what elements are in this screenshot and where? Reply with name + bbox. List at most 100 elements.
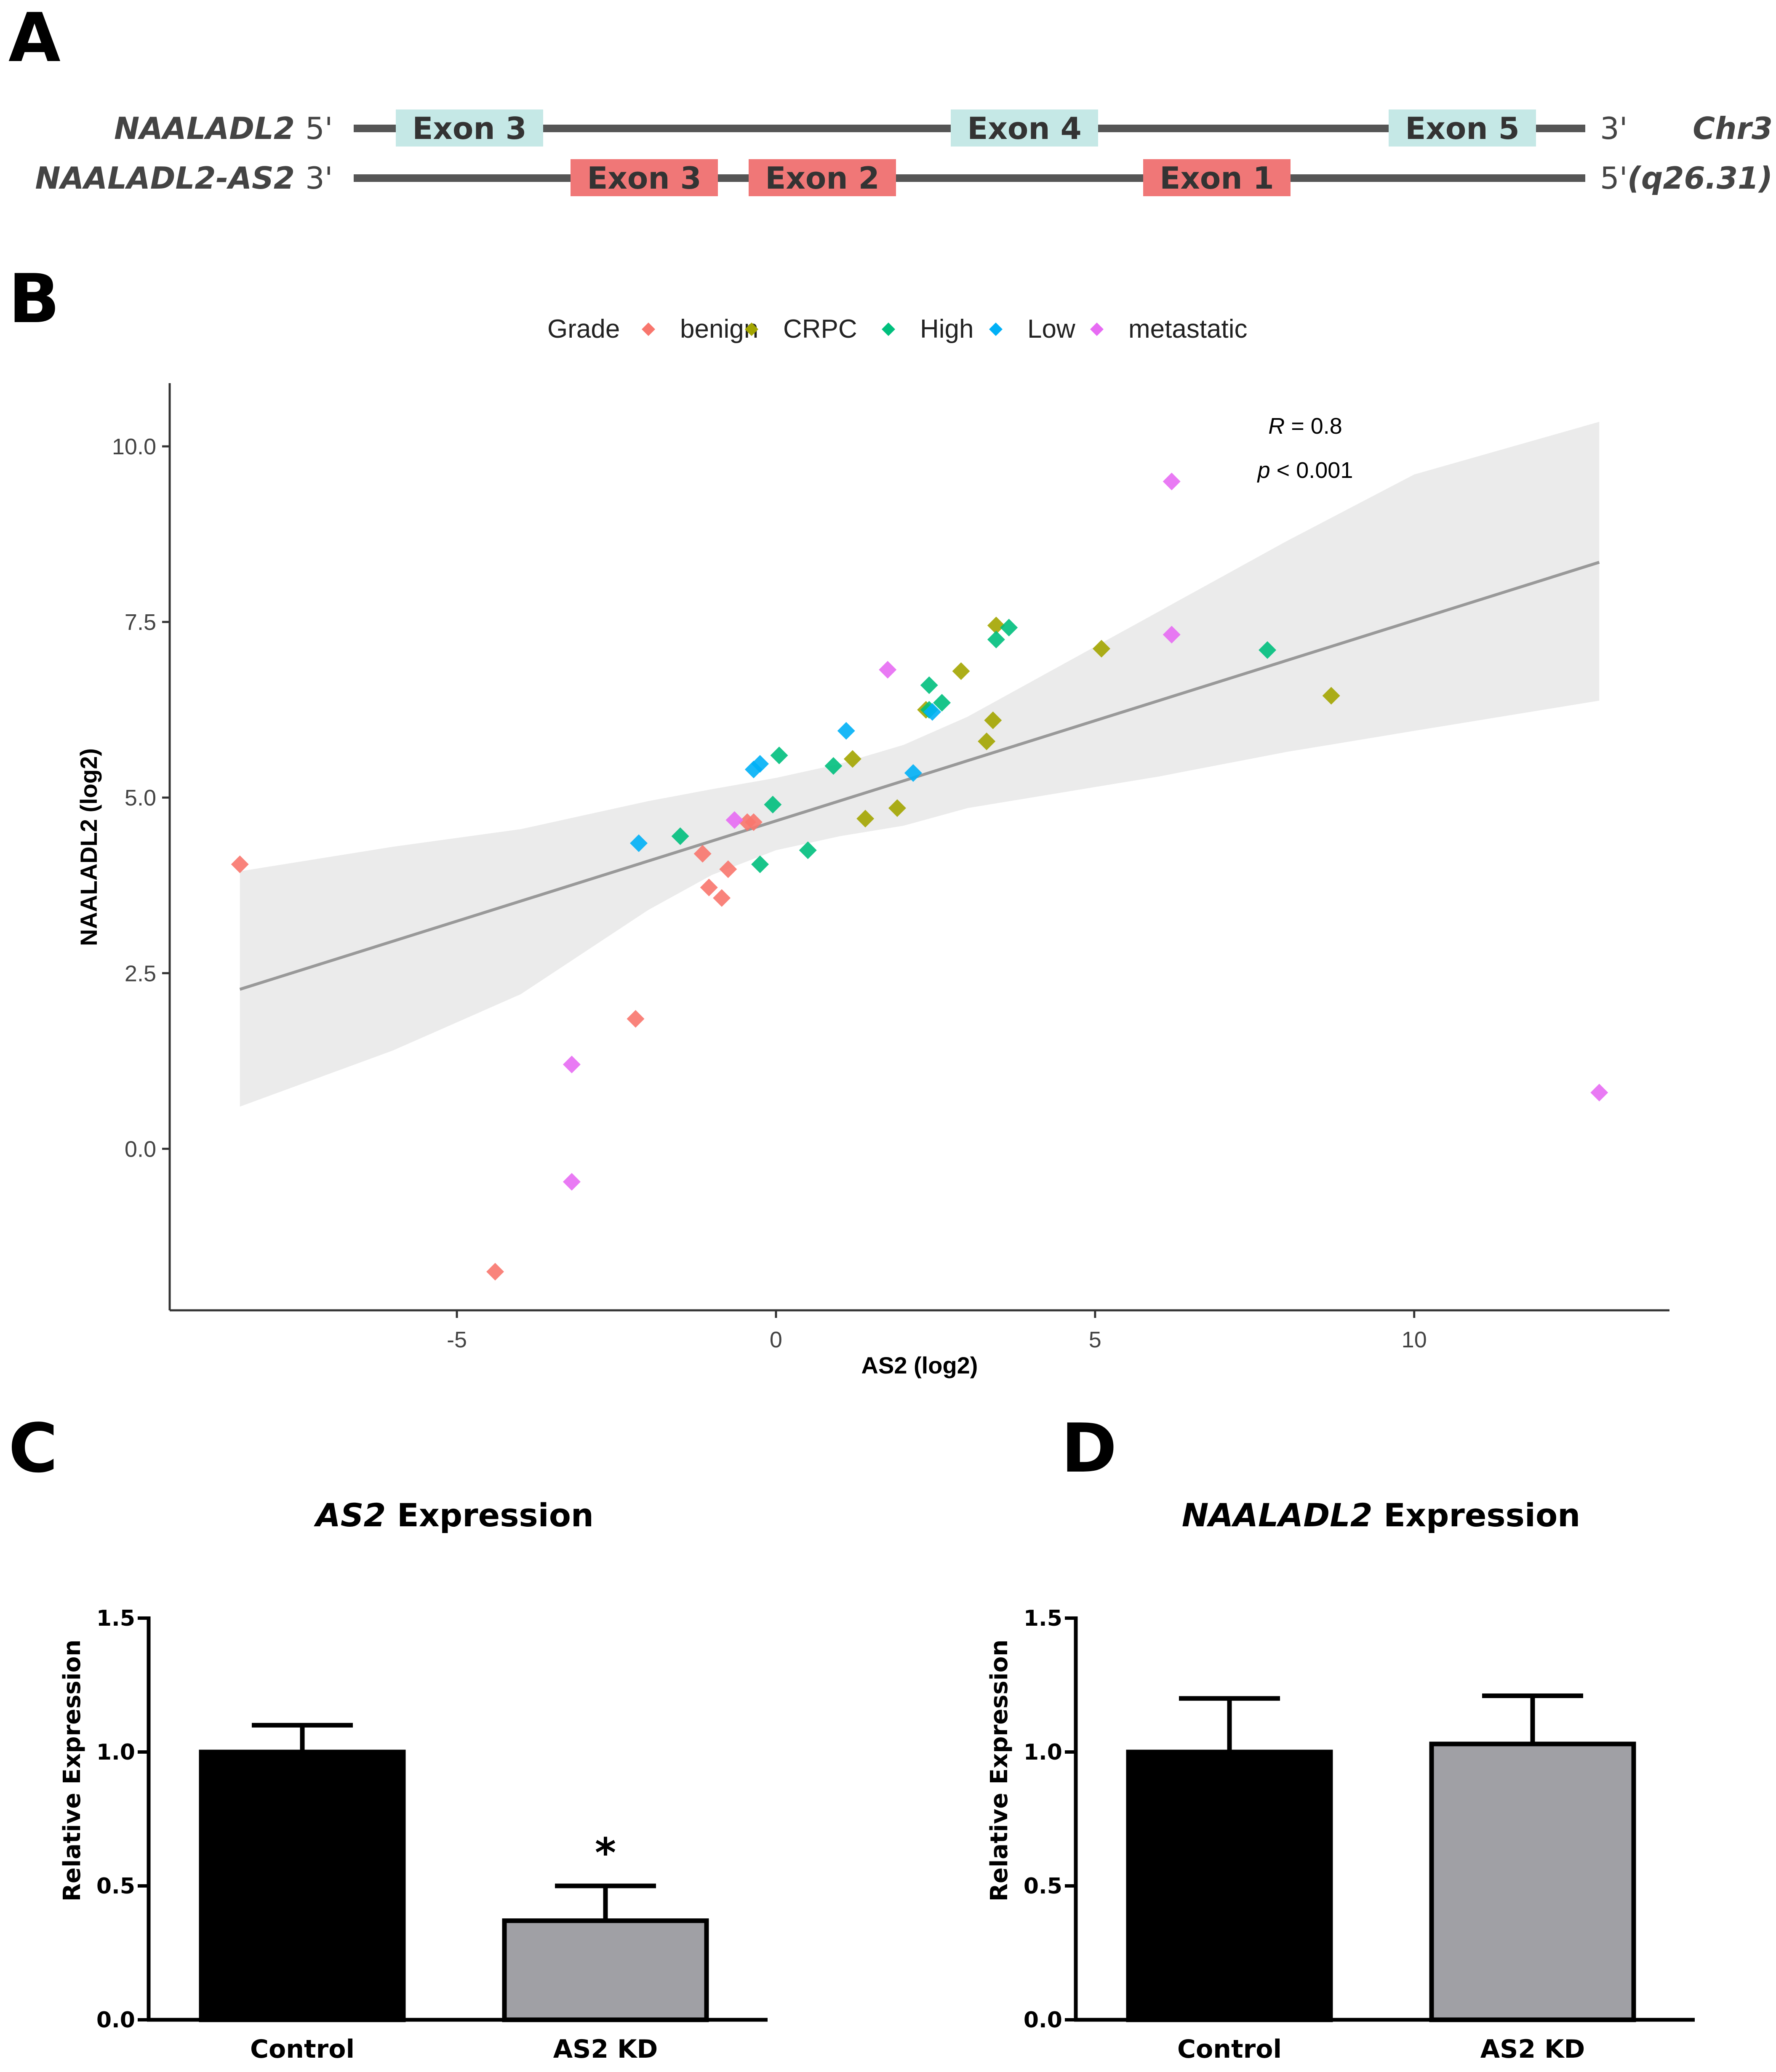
point-crpc	[987, 616, 1005, 635]
point-benign	[627, 1010, 645, 1028]
chart-c-category-label: Control	[250, 2035, 355, 2064]
chart-d-y-tick-label: 1.5	[1024, 1606, 1062, 1631]
exon-label: Exon 5	[1405, 111, 1520, 146]
point-low	[837, 722, 855, 740]
legend-label-metastatic: metastatic	[1128, 315, 1248, 344]
chart-c-plot: 0.0 0.5 1.0 1.5 Control AS2 KD *	[96, 1606, 768, 2064]
y-tick-label: 0.0	[125, 1136, 156, 1162]
x-axis-title: AS2 (log2)	[861, 1352, 978, 1379]
chart-c-y-title: Relative Expression	[59, 1640, 86, 1901]
exon-label: Exon 3	[587, 160, 701, 196]
point-benign	[700, 878, 718, 896]
scatter-points	[231, 472, 1608, 1281]
panel-letter-d: D	[1061, 1409, 1117, 1488]
panel-d: D NAALADL2 Expression Relative Expressio…	[986, 1409, 1695, 2064]
point-crpc	[1322, 687, 1340, 705]
chart-c-significance-star: *	[595, 1829, 616, 1877]
point-high	[1259, 641, 1277, 659]
gene-as2-left-end: 3'	[305, 160, 333, 196]
legend-marker-low	[989, 323, 1003, 336]
point-metastatic	[1163, 626, 1181, 644]
point-metastatic	[563, 1173, 581, 1191]
chart-c-y-tick-label: 1.0	[96, 1740, 135, 1765]
legend-label-high: High	[920, 315, 974, 344]
x-ticks: -5 0 5 10	[447, 1310, 1427, 1352]
legend-marker-high	[882, 323, 895, 336]
point-low	[923, 703, 941, 721]
y-ticks: 0.0 2.5 5.0 7.5 10.0	[112, 434, 170, 1162]
p-value-label: p < 0.001	[1257, 458, 1353, 483]
point-metastatic	[563, 1056, 581, 1074]
x-tick-label: 10	[1402, 1327, 1427, 1352]
exon-box	[1389, 109, 1536, 147]
legend-label-low: Low	[1027, 315, 1075, 344]
x-tick-label: 0	[770, 1327, 782, 1352]
chart-c-category-label: AS2 KD	[553, 2035, 658, 2064]
chart-c-y-tick-label: 1.5	[96, 1606, 135, 1631]
point-low	[630, 834, 648, 852]
exon-label: Exon 4	[967, 111, 1082, 146]
legend-title: Grade	[547, 315, 620, 344]
chart-d-category-label: AS2 KD	[1480, 2035, 1585, 2064]
chart-d-bar-as2-kd	[1429, 1741, 1636, 2022]
point-crpc	[952, 662, 970, 680]
exon-label: Exon 2	[765, 160, 880, 196]
legend-label-crpc: CRPC	[783, 315, 857, 344]
y-tick-label: 10.0	[112, 434, 156, 459]
point-crpc	[843, 750, 861, 768]
point-crpc	[888, 799, 906, 817]
point-high	[824, 757, 843, 775]
confidence-band	[240, 421, 1600, 1107]
p-value: < 0.001	[1270, 458, 1353, 483]
chromosome-label: Chr3	[1693, 111, 1773, 146]
chart-c-title-rest: Expression	[386, 1496, 594, 1534]
point-benign	[231, 855, 249, 873]
y-axis-title: NAALADL2 (log2)	[75, 748, 102, 946]
legend-marker-crpc	[745, 323, 758, 336]
exon-box	[1143, 159, 1291, 196]
point-metastatic	[725, 811, 744, 829]
chart-c-y-tick-label: 0.5	[96, 1874, 135, 1899]
chart-d-title-gene: NAALADL2	[1182, 1496, 1373, 1534]
panel-letter-c: C	[8, 1409, 58, 1488]
x-tick-label: 5	[1089, 1327, 1101, 1352]
point-high	[933, 694, 951, 712]
point-high	[770, 747, 788, 765]
chart-c-y-tick-label: 0.0	[96, 2008, 135, 2033]
exon-box	[749, 159, 896, 196]
point-benign	[713, 889, 731, 907]
gene-name-naaladl2: NAALADL2	[114, 111, 295, 146]
chart-d-category-label: Control	[1177, 2035, 1282, 2064]
legend-marker-metastatic	[1090, 323, 1104, 336]
correlation-value: = 0.8	[1285, 413, 1342, 439]
point-low	[904, 764, 922, 782]
point-crpc	[1092, 640, 1110, 658]
regression-line	[239, 561, 1600, 991]
chart-d-y-tick-label: 0.5	[1024, 1874, 1062, 1899]
panel-b: B Grade benign CRPC High Low metastatic -5 0 5…	[8, 259, 1669, 1379]
gene-as2-right-end: 5'	[1600, 160, 1628, 196]
exon-box	[396, 109, 543, 147]
scatter-plot: -5 0 5 10 0.0 2.5 5.0 7.5 10.0 AS2 (log2) NAALA…	[75, 383, 1669, 1379]
point-crpc	[984, 711, 1002, 729]
legend-marker-benign	[642, 323, 655, 336]
y-tick-label: 5.0	[125, 785, 156, 811]
point-high	[920, 676, 938, 694]
point-high	[764, 795, 782, 813]
point-high	[751, 855, 769, 873]
point-high	[1000, 619, 1018, 637]
chart-d-title: NAALADL2 Expression	[1182, 1496, 1581, 1534]
point-low	[751, 755, 769, 773]
locus-label: (q26.31)	[1627, 160, 1773, 196]
y-tick-label: 7.5	[125, 610, 156, 635]
chart-c-title: AS2 Expression	[314, 1496, 594, 1534]
exon-box	[951, 109, 1098, 147]
point-benign	[693, 845, 712, 863]
point-benign	[486, 1263, 504, 1281]
point-high	[671, 827, 689, 845]
p-var: p	[1257, 458, 1270, 483]
exon-label: Exon 3	[412, 111, 527, 146]
point-metastatic	[1590, 1083, 1608, 1101]
chart-c-title-gene: AS2	[314, 1496, 386, 1534]
